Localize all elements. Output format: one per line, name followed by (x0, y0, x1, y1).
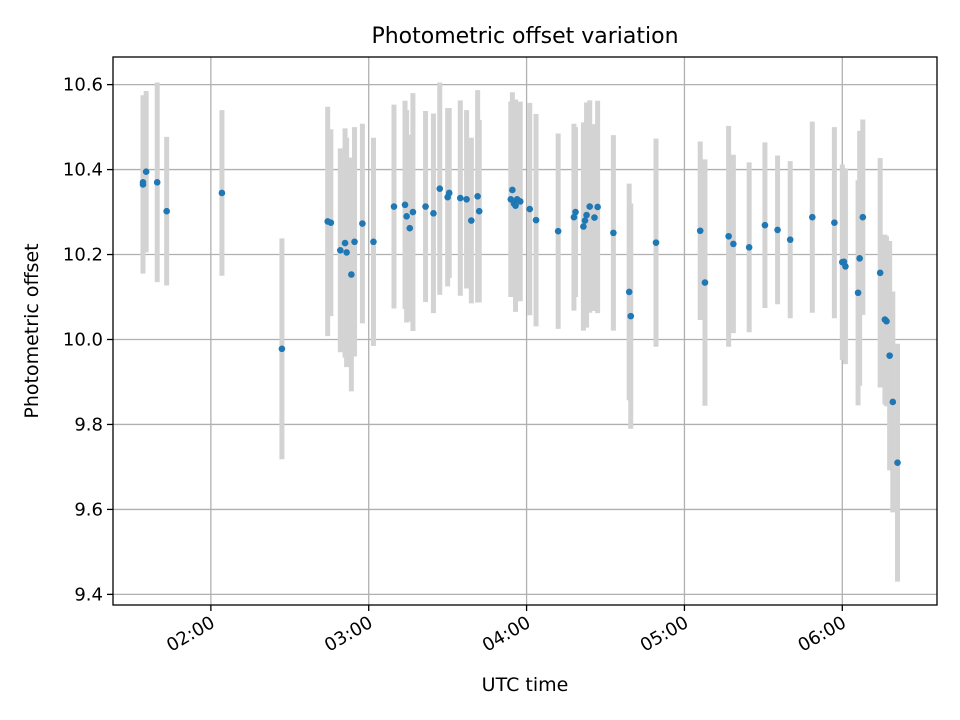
y-tick-label: 10.0 (63, 329, 103, 350)
data-point (894, 459, 901, 466)
y-axis-label: Photometric offset (21, 243, 43, 418)
data-point (761, 221, 769, 229)
y-tick-label: 9.8 (74, 414, 103, 435)
data-point (725, 232, 732, 240)
data-point (859, 213, 867, 221)
y-tick-label: 10.6 (63, 75, 103, 96)
data-point (456, 194, 464, 202)
data-point (512, 202, 519, 209)
data-point (153, 179, 161, 186)
data-point (163, 207, 170, 215)
grid (113, 57, 937, 605)
data-point (696, 227, 704, 235)
data-point (401, 201, 409, 209)
data-point (359, 220, 366, 227)
data-point (570, 213, 578, 221)
data-point (409, 208, 417, 216)
data-point (586, 203, 594, 210)
data-point (856, 255, 863, 262)
chart-title: Photometric offset variation (371, 24, 678, 49)
data-point (730, 240, 737, 248)
data-point (842, 263, 849, 270)
data-point (327, 219, 335, 226)
data-point (436, 185, 444, 192)
data-point (370, 238, 377, 246)
data-point (627, 312, 635, 320)
data-point (422, 203, 429, 210)
data-point (583, 211, 590, 219)
data-point (591, 214, 598, 221)
data-point (341, 239, 349, 247)
data-point (516, 198, 524, 205)
data-point (278, 345, 286, 353)
data-point (509, 186, 516, 194)
data-point (445, 189, 453, 197)
data-point (581, 217, 589, 224)
data-point (774, 226, 781, 234)
data-point (337, 246, 344, 254)
data-point (876, 269, 884, 277)
data-point (580, 223, 587, 230)
data-point (883, 317, 890, 325)
data-point (701, 279, 709, 286)
data-point (831, 219, 838, 226)
y-tick-label: 10.2 (63, 245, 103, 266)
data-point (886, 352, 893, 359)
data-point (854, 289, 862, 297)
data-points (139, 168, 901, 466)
data-point (474, 193, 481, 200)
data-point (142, 168, 150, 175)
data-point (889, 398, 897, 406)
y-axis-ticks: 9.4 9.6 9.8 10.0 10.2 10.4 10.6 (63, 75, 113, 605)
data-point (430, 210, 437, 217)
data-point (348, 271, 355, 278)
data-point (139, 179, 147, 186)
data-point (390, 203, 398, 210)
data-point (532, 216, 540, 224)
data-point (594, 203, 601, 211)
y-tick-label: 9.4 (74, 584, 103, 605)
data-point (403, 213, 410, 220)
y-tick-label: 9.6 (74, 499, 103, 520)
data-point (625, 288, 633, 296)
data-point (218, 189, 226, 197)
data-point (468, 217, 475, 224)
data-point (406, 224, 414, 232)
x-axis-label: UTC time (482, 674, 569, 696)
data-point (572, 208, 579, 216)
data-point (351, 238, 358, 246)
data-point (745, 244, 753, 251)
data-point (526, 205, 534, 213)
data-point (554, 227, 562, 235)
data-point (463, 196, 470, 203)
data-point (786, 236, 794, 243)
data-point (652, 239, 660, 246)
data-point (475, 207, 483, 215)
data-point (343, 249, 350, 256)
plot-frame (112, 56, 938, 606)
data-point (808, 213, 816, 221)
data-point (610, 229, 617, 237)
y-tick-label: 10.4 (63, 160, 103, 181)
